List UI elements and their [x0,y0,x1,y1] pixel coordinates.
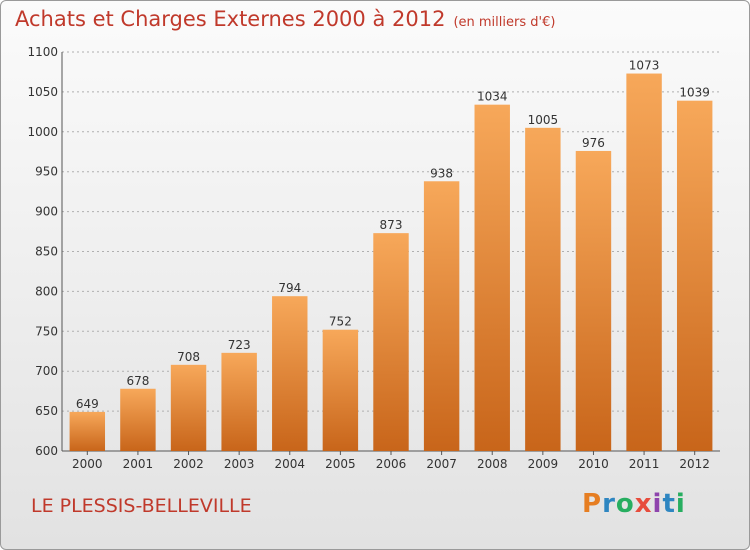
bar-value-label: 752 [329,315,352,329]
x-tick-label: 2006 [376,457,407,471]
bar-value-label: 678 [126,374,149,388]
bar-value-label: 723 [228,338,251,352]
x-tick-label: 2004 [274,457,305,471]
bar-value-label: 1034 [477,90,508,104]
x-tick-label: 2011 [629,457,660,471]
bar [575,150,612,451]
x-tick-label: 2000 [72,457,103,471]
bar [170,364,207,451]
brand-letter: i [652,489,663,519]
x-tick-label: 2010 [578,457,609,471]
y-tick-label: 850 [35,245,58,259]
y-tick-label: 650 [35,404,58,418]
y-tick-label: 1050 [27,85,58,99]
bar [69,411,106,451]
bar-value-label: 1073 [629,59,660,73]
y-tick-label: 950 [35,165,58,179]
bar-value-label: 649 [76,397,99,411]
x-tick-label: 2001 [123,457,154,471]
bar [474,104,510,451]
bar [373,233,409,451]
location-label: LE PLESSIS-BELLEVILLE [31,495,252,517]
bar-value-label: 1005 [528,113,559,127]
bar-value-label: 976 [582,136,605,150]
bar [120,388,156,451]
bar [423,181,460,451]
x-tick-label: 2002 [173,457,204,471]
y-tick-label: 1100 [27,45,58,59]
bar [322,329,359,451]
title-text: Achats et Charges Externes 2000 à 2012 [15,7,446,31]
x-tick-label: 2003 [224,457,255,471]
x-tick-label: 2009 [528,457,559,471]
y-tick-label: 800 [35,284,58,298]
x-tick-label: 2012 [679,457,710,471]
brand-letter: t [662,489,676,519]
bar-value-label: 873 [380,218,403,232]
bar-value-label: 1039 [679,86,710,100]
chart-title: Achats et Charges Externes 2000 à 2012 (e… [15,7,555,31]
y-tick-label: 900 [35,205,58,219]
y-tick-label: 600 [35,444,58,458]
brand-letter: o [615,489,635,519]
bar-value-label: 708 [177,350,200,364]
bar [525,127,561,451]
bar-value-label: 794 [278,281,301,295]
bar [626,73,662,452]
brand-letter: r [602,489,616,519]
y-tick-label: 1000 [27,125,58,139]
brand-letter: i [675,489,686,519]
bar [676,100,713,451]
chart-subtitle: (en milliers d'€) [453,15,556,30]
y-tick-label: 750 [35,324,58,338]
bar [221,352,257,451]
bar-value-label: 938 [430,166,453,180]
x-tick-label: 2008 [477,457,508,471]
brand-letter: x [634,489,653,519]
x-tick-label: 2005 [325,457,356,471]
y-tick-label: 700 [35,364,58,378]
x-tick-label: 2007 [426,457,457,471]
brand-logo: Proxiti [582,489,686,519]
bar [272,296,308,451]
brand-letter: P [582,489,603,519]
